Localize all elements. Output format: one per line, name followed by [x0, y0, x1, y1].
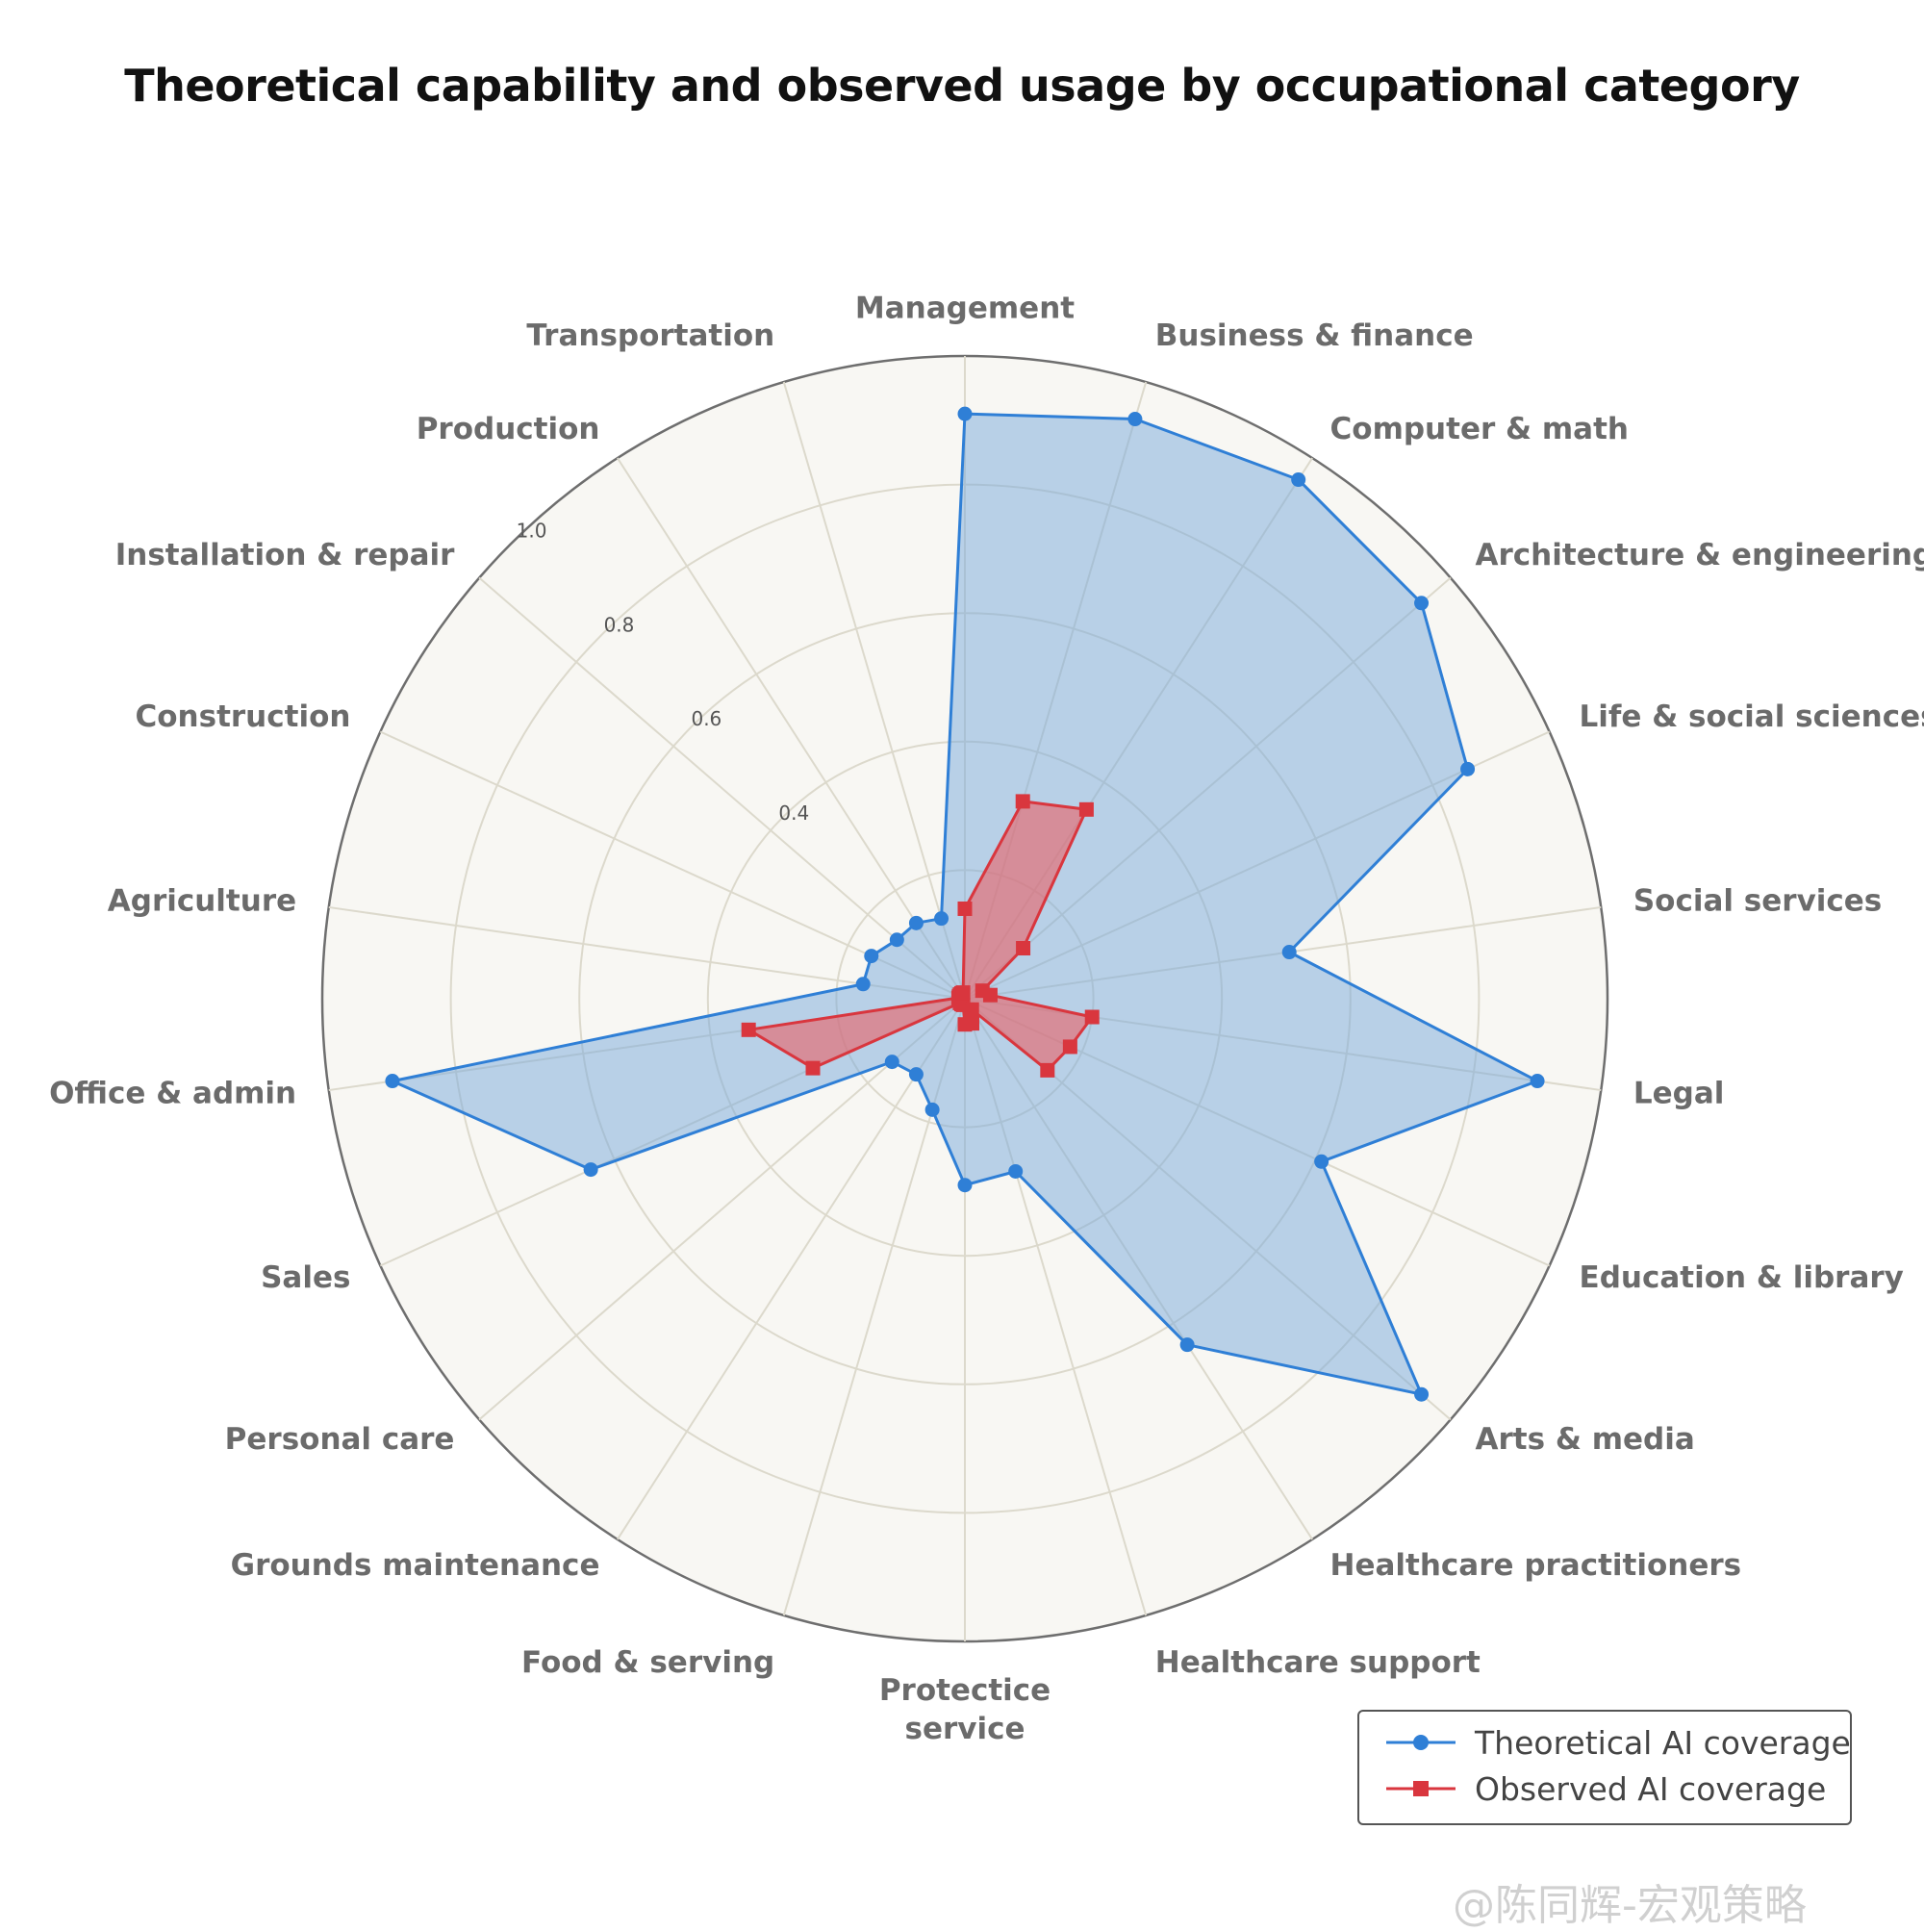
legend-swatch-square: [1386, 1781, 1456, 1796]
radial-tick-labels: 0.4 0.6 0.8 1.0: [517, 519, 810, 825]
category-label-education-and-library: Education & library: [1580, 1260, 1904, 1295]
category-label-life-and-social-sciences: Life & social sciences: [1580, 699, 1924, 734]
spoke-transportation: [782, 381, 966, 1000]
point-observed-architecture-and-engineering: [1016, 941, 1031, 956]
category-label-protectice-service: Protectice service: [879, 1673, 1051, 1746]
category-label-line: Protectice: [879, 1673, 1051, 1708]
legend-item-theoretical: Theoretical AI coverage: [1384, 1723, 1851, 1762]
point-observed-office-and-admin: [741, 1022, 756, 1037]
point-observed-protectice-service: [957, 1017, 973, 1032]
point-theoretical-office-and-admin: [385, 1074, 400, 1089]
point-theoretical-arts-and-media: [1414, 1386, 1430, 1402]
category-label-food-and-serving: Food & serving: [521, 1645, 774, 1680]
category-label-management: Management: [855, 292, 1075, 326]
point-theoretical-transportation: [934, 911, 949, 927]
legend-item-observed: Observed AI coverage: [1384, 1769, 1826, 1808]
watermark: @陈同辉-宏观策略: [1453, 1881, 1807, 1930]
page-title: Theoretical capability and observed usag…: [124, 60, 1800, 112]
category-label-production: Production: [417, 412, 600, 446]
category-label-healthcare-practitioners: Healthcare practitioners: [1330, 1548, 1742, 1583]
point-theoretical-life-and-social-sciences: [1460, 761, 1476, 776]
point-theoretical-education-and-library: [1314, 1154, 1329, 1169]
point-observed-education-and-library: [1062, 1039, 1077, 1055]
point-theoretical-social-services: [1281, 945, 1297, 960]
point-theoretical-healthcare-support: [1008, 1163, 1024, 1179]
point-theoretical-management: [957, 406, 973, 421]
category-label-construction: Construction: [136, 699, 351, 734]
point-theoretical-construction: [864, 949, 879, 964]
category-label-arts-and-media: Arts & media: [1476, 1422, 1695, 1457]
point-observed-management: [957, 901, 973, 916]
legend-label-observed: Observed AI coverage: [1475, 1769, 1827, 1808]
category-label-office-and-admin: Office & admin: [49, 1076, 296, 1110]
legend-swatch-circle: [1386, 1735, 1456, 1750]
category-label-business-and-finance: Business & finance: [1155, 318, 1474, 353]
radial-tick-label: 0.4: [778, 801, 809, 825]
category-label-legal: Legal: [1633, 1076, 1725, 1110]
radial-tick-label: 0.6: [691, 707, 722, 730]
category-label-architecture-and-engineering: Architecture & engineering: [1476, 538, 1924, 572]
point-observed-arts-and-media: [1040, 1062, 1055, 1078]
spoke-production: [617, 457, 966, 1000]
point-theoretical-architecture-and-engineering: [1414, 596, 1430, 611]
category-label-sales: Sales: [261, 1260, 350, 1295]
point-theoretical-agriculture: [855, 977, 871, 992]
point-observed-legal: [1084, 1009, 1100, 1025]
point-theoretical-healthcare-practitioners: [1179, 1337, 1195, 1353]
point-theoretical-legal: [1530, 1074, 1545, 1089]
point-theoretical-grounds-maintenance: [908, 1067, 924, 1082]
category-label-line: service: [905, 1712, 1025, 1746]
spoke-grounds-maintenance: [617, 998, 966, 1540]
point-observed-transportation: [955, 985, 971, 1001]
point-theoretical-food-and-serving: [924, 1102, 940, 1117]
category-label-grounds-maintenance: Grounds maintenance: [231, 1548, 600, 1583]
point-observed-social-services: [982, 987, 998, 1003]
point-theoretical-business-and-finance: [1127, 412, 1143, 427]
legend: Theoretical AI coverage Observed AI cove…: [1357, 1710, 1852, 1825]
category-label-transportation: Transportation: [526, 318, 774, 353]
radial-tick-label: 0.8: [604, 613, 635, 636]
point-theoretical-sales: [583, 1162, 598, 1178]
point-theoretical-installation-and-repair: [889, 932, 904, 948]
point-theoretical-production: [908, 915, 924, 930]
category-label-installation-and-repair: Installation & repair: [115, 538, 455, 572]
point-observed-business-and-finance: [1015, 794, 1030, 809]
category-label-agriculture: Agriculture: [108, 884, 296, 919]
point-theoretical-computer-and-math: [1291, 472, 1306, 488]
category-label-personal-care: Personal care: [225, 1422, 455, 1457]
spoke-personal-care: [478, 998, 966, 1421]
point-observed-computer-and-math: [1078, 801, 1094, 817]
radial-tick-label: 1.0: [517, 519, 547, 542]
series-layer: [385, 406, 1545, 1402]
point-theoretical-protectice-service: [957, 1178, 973, 1193]
point-observed-sales: [805, 1060, 821, 1076]
category-label-healthcare-support: Healthcare support: [1155, 1645, 1481, 1680]
point-theoretical-personal-care: [884, 1055, 899, 1070]
category-labels: Management Business & finance Computer & m…: [49, 292, 1924, 1746]
legend-label-theoretical: Theoretical AI coverage: [1475, 1723, 1851, 1762]
spoke-installation-and-repair: [478, 576, 966, 1000]
category-label-social-services: Social services: [1633, 884, 1882, 919]
category-label-computer-and-math: Computer & math: [1330, 412, 1629, 446]
